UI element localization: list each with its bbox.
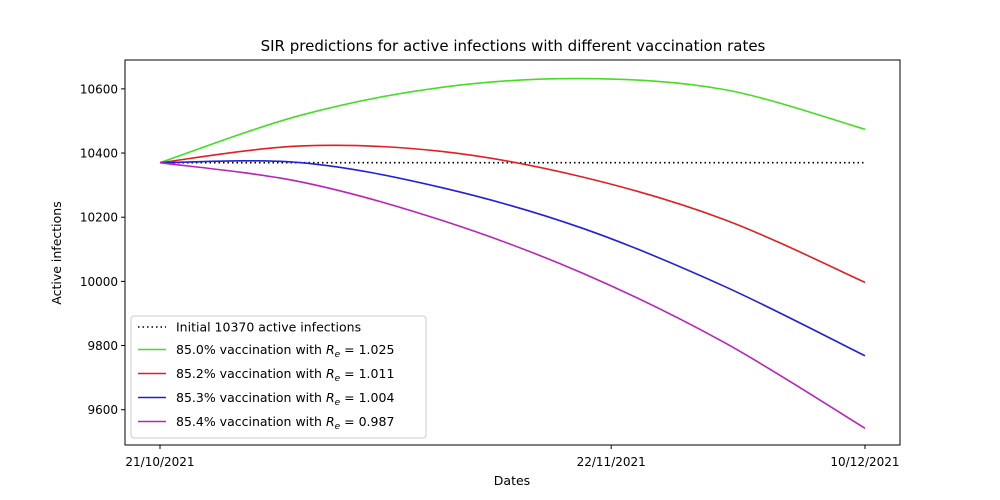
legend-label-4: 85.4% vaccination with Re = 0.987 [176, 414, 394, 432]
x-tick-label: 22/11/2021 [577, 455, 646, 469]
x-tick-label: 10/12/2021 [830, 455, 899, 469]
legend-frame [130, 315, 427, 439]
plot-area-frame [124, 59, 901, 446]
series-line-4 [159, 161, 866, 429]
y-axis: 9600 9800 10000 10200 10400 10600 [80, 82, 125, 417]
y-tick-label: 9800 [87, 339, 118, 353]
y-tick-label: 10200 [80, 211, 118, 225]
x-axis-label: Dates [494, 473, 530, 488]
y-tick-label: 10000 [80, 275, 118, 289]
legend-label-2: 85.2% vaccination with Re = 1.011 [176, 366, 394, 384]
series-lines [159, 77, 866, 429]
y-axis-label: Active infections [49, 201, 64, 304]
series-line-2 [159, 144, 866, 284]
legend-label-baseline: Initial 10370 active infections [176, 320, 361, 335]
legend-label-3: 85.3% vaccination with Re = 1.004 [176, 390, 394, 408]
y-tick-label: 10600 [80, 82, 118, 96]
series-line-1 [159, 77, 866, 164]
legend: Initial 10370 active infections 85.0% va… [130, 315, 427, 439]
x-tick-label: 21/10/2021 [125, 455, 194, 469]
x-axis: 21/10/2021 22/11/2021 10/12/2021 [125, 445, 900, 469]
series-line-3 [159, 160, 866, 357]
chart-title: SIR predictions for active infections wi… [261, 37, 766, 55]
legend-label-1: 85.0% vaccination with Re = 1.025 [176, 342, 394, 360]
y-tick-label: 9600 [87, 403, 118, 417]
y-tick-label: 10400 [80, 147, 118, 161]
